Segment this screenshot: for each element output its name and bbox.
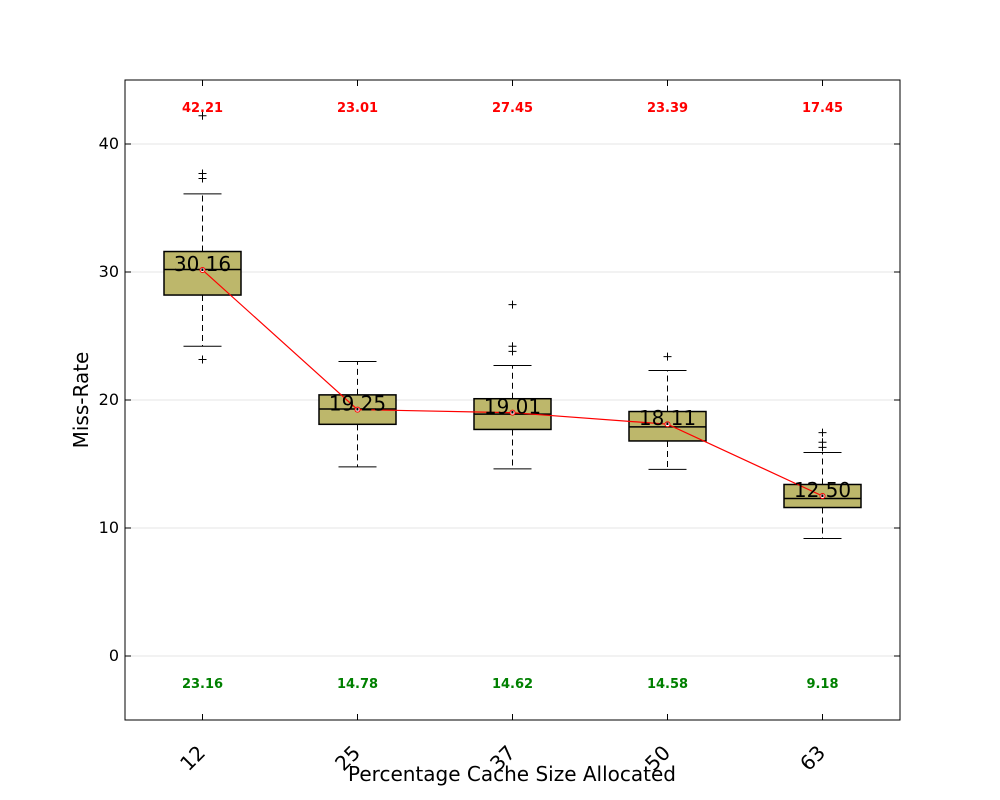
mean-point <box>819 493 826 499</box>
max-value-label: 23.01 <box>337 101 378 116</box>
outlier-point <box>198 111 207 120</box>
outlier-point <box>818 428 827 437</box>
min-value-label: 9.18 <box>806 677 838 692</box>
x-axis-label: Percentage Cache Size Allocated <box>348 762 676 786</box>
max-value-label: 17.45 <box>802 101 843 116</box>
y-tick-label: 0 <box>109 646 119 665</box>
outlier-point <box>663 352 672 361</box>
mean-value-label: 19.25 <box>329 392 386 416</box>
y-tick-label: 40 <box>99 134 119 153</box>
min-value-label: 14.62 <box>492 677 533 692</box>
mean-point <box>509 409 516 416</box>
mean-point <box>664 421 671 428</box>
mean-value-label: 18.11 <box>639 406 696 430</box>
max-value-label: 23.39 <box>647 101 688 116</box>
box-iqr <box>163 250 242 296</box>
outlier-point <box>198 355 207 364</box>
mean-layer <box>199 266 826 499</box>
y-axis-label: Miss-Rate <box>69 352 93 449</box>
min-value-label: 23.16 <box>182 677 223 692</box>
mean-value-label: 30.16 <box>174 252 231 276</box>
outlier-point <box>198 169 207 178</box>
mean-value-label: 19.01 <box>484 395 541 419</box>
y-tick-label: 30 <box>99 262 119 281</box>
min-value-label: 14.78 <box>337 677 378 692</box>
mean-point <box>199 266 206 273</box>
outlier-point <box>818 438 827 447</box>
label-layer: 42.21 23.16 30.16 23.01 14.78 19.25 27.45 14.62… <box>174 101 851 692</box>
mean-value-label: 12.50 <box>794 478 851 502</box>
mean-point <box>354 406 361 413</box>
max-value-label: 27.45 <box>492 101 533 116</box>
outlier-point <box>508 300 517 309</box>
max-value-label: 42.21 <box>182 101 223 116</box>
y-tick-label: 20 <box>99 390 119 409</box>
y-tick-label: 10 <box>99 518 119 537</box>
min-value-label: 14.58 <box>647 677 688 692</box>
outlier-point <box>508 342 517 351</box>
